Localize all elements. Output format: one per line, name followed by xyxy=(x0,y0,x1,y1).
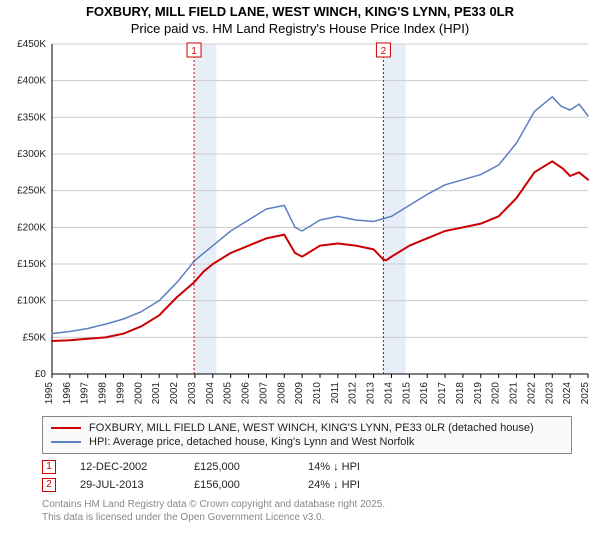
x-tick-label: 2022 xyxy=(526,381,537,404)
x-tick-label: 1995 xyxy=(44,381,55,404)
y-tick-label: £50K xyxy=(23,332,47,343)
y-tick-label: £300K xyxy=(17,149,46,160)
y-tick-label: £450K xyxy=(17,39,46,50)
x-tick-label: 1996 xyxy=(62,381,73,404)
y-tick-label: £100K xyxy=(17,295,46,306)
x-tick-label: 2014 xyxy=(383,381,394,404)
x-tick-label: 2013 xyxy=(366,381,377,404)
x-tick-label: 2024 xyxy=(562,381,573,404)
chart-title: FOXBURY, MILL FIELD LANE, WEST WINCH, KI… xyxy=(0,0,600,38)
title-line2: Price paid vs. HM Land Registry's House … xyxy=(0,21,600,38)
x-tick-label: 1999 xyxy=(115,381,126,404)
x-tick-label: 2005 xyxy=(223,381,234,404)
marker-row-1: 1 12-DEC-2002 £125,000 14% ↓ HPI xyxy=(42,458,572,476)
y-tick-label: £250K xyxy=(17,185,46,196)
x-tick-label: 1997 xyxy=(80,381,91,404)
legend-swatch-property xyxy=(51,427,81,429)
x-tick-label: 2019 xyxy=(473,381,484,404)
marker-num-2: 2 xyxy=(381,46,387,57)
marker-date-2: 29-JUL-2013 xyxy=(80,479,170,491)
x-tick-label: 2009 xyxy=(294,381,305,404)
x-tick-label: 2023 xyxy=(544,381,555,404)
x-tick-label: 2004 xyxy=(205,381,216,404)
y-tick-label: £400K xyxy=(17,75,46,86)
credits-line2: This data is licensed under the Open Gov… xyxy=(42,511,572,524)
series-hpi xyxy=(52,97,588,334)
x-tick-label: 2015 xyxy=(401,381,412,404)
x-tick-label: 2017 xyxy=(437,381,448,404)
marker-price-2: £156,000 xyxy=(194,479,284,491)
x-tick-label: 2007 xyxy=(258,381,269,404)
x-tick-label: 2001 xyxy=(151,381,162,404)
x-tick-label: 2003 xyxy=(187,381,198,404)
x-tick-label: 2025 xyxy=(580,381,591,404)
y-tick-label: £350K xyxy=(17,112,46,123)
x-tick-label: 2018 xyxy=(455,381,466,404)
x-tick-label: 2012 xyxy=(348,381,359,404)
legend-swatch-hpi xyxy=(51,441,81,443)
marker-tag-1: 1 xyxy=(42,460,56,474)
x-tick-label: 2020 xyxy=(491,381,502,404)
legend-label-hpi: HPI: Average price, detached house, King… xyxy=(89,436,414,448)
marker-diff-1: 14% ↓ HPI xyxy=(308,461,398,473)
legend-row-property: FOXBURY, MILL FIELD LANE, WEST WINCH, KI… xyxy=(51,421,563,435)
x-tick-label: 2008 xyxy=(276,381,287,404)
marker-table: 1 12-DEC-2002 £125,000 14% ↓ HPI 2 29-JUL-201… xyxy=(42,458,572,494)
x-tick-label: 2021 xyxy=(509,381,520,404)
marker-diff-2: 24% ↓ HPI xyxy=(308,479,398,491)
x-tick-label: 2002 xyxy=(169,381,180,404)
chart-container: £0 £50K £100K £150K £200K £250K £300K £350K £400… xyxy=(0,38,600,410)
x-tick-label: 2010 xyxy=(312,381,323,404)
x-tick-label: 2006 xyxy=(241,381,252,404)
marker-price-1: £125,000 xyxy=(194,461,284,473)
y-tick-label: £0 xyxy=(35,369,47,380)
marker-row-2: 2 29-JUL-2013 £156,000 24% ↓ HPI xyxy=(42,476,572,494)
x-tick-label: 2011 xyxy=(330,381,341,403)
x-tick-label: 1998 xyxy=(98,381,109,404)
marker-date-1: 12-DEC-2002 xyxy=(80,461,170,473)
marker-num-1: 1 xyxy=(191,46,197,57)
series-property xyxy=(52,161,588,341)
x-tick-label: 2000 xyxy=(133,381,144,404)
credits: Contains HM Land Registry data © Crown c… xyxy=(42,498,572,524)
legend-label-property: FOXBURY, MILL FIELD LANE, WEST WINCH, KI… xyxy=(89,422,534,434)
x-tick-label: 2016 xyxy=(419,381,430,404)
shaded-band xyxy=(194,44,216,374)
y-tick-label: £200K xyxy=(17,222,46,233)
legend: FOXBURY, MILL FIELD LANE, WEST WINCH, KI… xyxy=(42,416,572,454)
credits-line1: Contains HM Land Registry data © Crown c… xyxy=(42,498,572,511)
price-chart: £0 £50K £100K £150K £200K £250K £300K £350K £400… xyxy=(0,38,600,410)
legend-row-hpi: HPI: Average price, detached house, King… xyxy=(51,435,563,449)
title-line1: FOXBURY, MILL FIELD LANE, WEST WINCH, KI… xyxy=(0,4,600,21)
y-tick-label: £150K xyxy=(17,259,46,270)
marker-tag-2: 2 xyxy=(42,478,56,492)
